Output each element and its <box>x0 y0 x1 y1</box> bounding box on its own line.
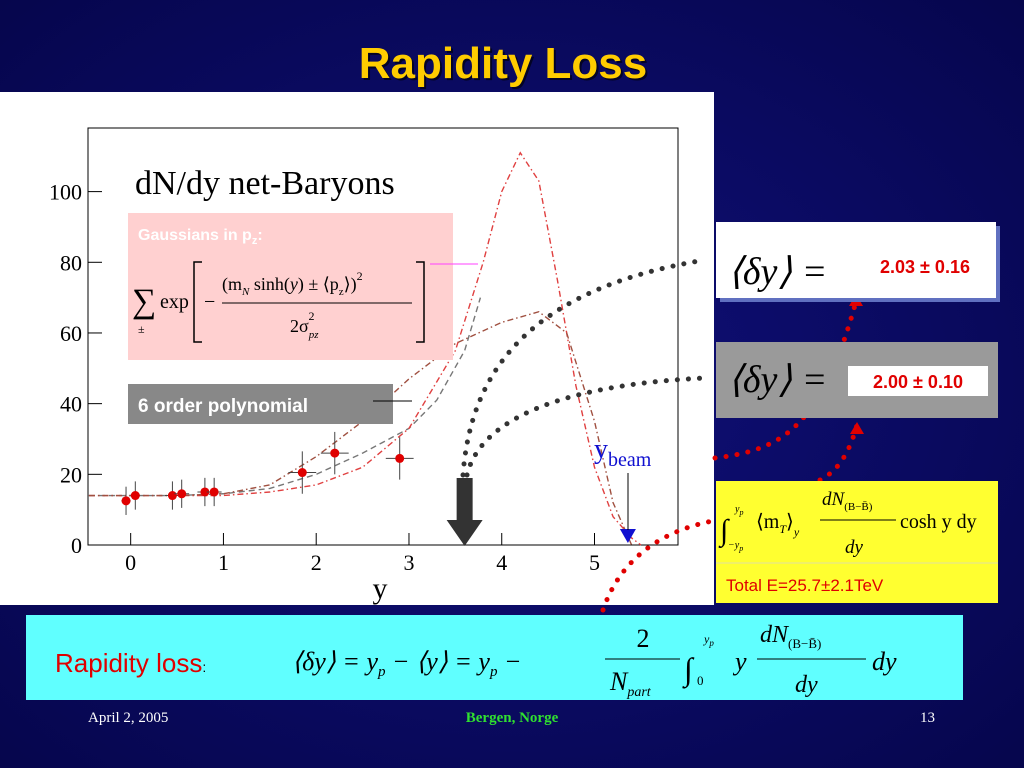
svg-text:dN(B−B̄): dN(B−B̄) <box>822 489 873 513</box>
beam-marker <box>619 529 636 543</box>
svg-text:0: 0 <box>697 673 704 688</box>
connector <box>464 375 708 478</box>
svg-text:2: 2 <box>637 624 650 653</box>
data-point <box>130 491 140 501</box>
svg-text:yp: yp <box>703 632 714 648</box>
y-tick-label: 40 <box>60 392 82 417</box>
svg-text:cosh y dy: cosh y dy <box>900 511 977 533</box>
loss-box <box>26 615 963 700</box>
data-point <box>395 453 405 463</box>
result-value-box <box>852 250 992 282</box>
y-tick-label: 20 <box>60 462 82 487</box>
footer-date: April 2, 2005 <box>88 710 168 726</box>
svg-text:(mN sinh(y) ± ⟨pz⟩)2: (mN sinh(y) ± ⟨pz⟩)2 <box>222 269 363 298</box>
result-value: 2.00 ± 0.10 <box>873 372 963 392</box>
result-value-box <box>848 366 988 396</box>
x-tick-label: 3 <box>403 550 414 575</box>
beam-label: ybeam <box>594 434 652 471</box>
energy-total: Total E=25.7±2.1TeV <box>726 576 884 595</box>
svg-text:y: y <box>732 647 747 676</box>
svg-text:−: − <box>204 291 215 313</box>
svg-text:Npart: Npart <box>609 667 652 700</box>
loss-formula: ⟨δy⟩ = yp − ⟨y⟩ = yp − 2 Npart ∫ yp 0 y … <box>292 622 897 700</box>
x-tick-label: 4 <box>496 550 507 575</box>
y-tick-label: 100 <box>49 180 82 205</box>
title-shadow: Rapidity Loss <box>361 41 650 90</box>
svg-text:∑: ∑ <box>132 283 156 320</box>
curve <box>88 310 633 546</box>
x-axis-label: y <box>373 572 388 605</box>
svg-text:dN(B−B̄): dN(B−B̄) <box>760 622 821 651</box>
gauss-formula: ∑ ± exp − (mN sinh(y) ± ⟨pz⟩)2 2σpz2 <box>132 261 425 343</box>
slide-title: Rapidity Loss <box>359 39 648 88</box>
data-point <box>177 489 187 499</box>
curve <box>88 151 642 546</box>
footer-page: 13 <box>920 710 935 726</box>
y-tick-label: 80 <box>60 250 82 275</box>
svg-text:−yp: −yp <box>728 540 743 553</box>
svg-text:dy: dy <box>872 647 897 676</box>
svg-text:2σpz2: 2σpz2 <box>290 309 319 341</box>
data-point <box>209 487 219 497</box>
svg-text:exp: exp <box>160 291 189 313</box>
data-point <box>200 487 210 497</box>
connector <box>460 257 708 478</box>
connector <box>600 517 721 613</box>
loss-label: Rapidity loss: <box>55 648 206 678</box>
connector <box>712 302 858 461</box>
poly-box <box>128 384 393 424</box>
data-point <box>297 468 307 478</box>
plot-frame <box>87 127 679 546</box>
data-point <box>167 491 177 501</box>
connector <box>817 422 860 483</box>
chart-title: dN/dy net-Baryons <box>135 165 395 202</box>
result-lhs: ⟨δy⟩ = <box>728 251 827 293</box>
energy-box <box>716 481 998 603</box>
plot: dN/dy net-Baryons y 0 1 2 3 4 5 0 20 40 60 80 100 <box>49 127 679 605</box>
svg-text:⟨mT⟩y: ⟨mT⟩y <box>756 511 800 539</box>
data-point <box>121 496 131 506</box>
svg-text:±: ± <box>138 322 145 336</box>
mean-arrow <box>446 478 483 546</box>
footer-place: Bergen, Norge <box>466 710 559 726</box>
x-tick-label: 0 <box>125 550 136 575</box>
x-tick-label: 5 <box>589 550 600 575</box>
x-tick-label: 2 <box>311 550 322 575</box>
svg-text:⟨δy⟩ = yp − ⟨y⟩ = yp −: ⟨δy⟩ = yp − ⟨y⟩ = yp − <box>292 647 522 680</box>
data-point <box>330 448 340 458</box>
result-value: 2.03 ± 0.16 <box>880 257 970 277</box>
result-lhs: ⟨δy⟩ = <box>728 359 827 401</box>
svg-text:dy: dy <box>845 537 864 558</box>
svg-text:∫: ∫ <box>718 514 730 549</box>
y-tick-label: 0 <box>71 533 82 558</box>
y-tick-label: 60 <box>60 321 82 346</box>
svg-text:∫: ∫ <box>682 651 695 689</box>
svg-text:yp: yp <box>734 504 743 517</box>
x-tick-label: 1 <box>218 550 229 575</box>
gauss-label: Gaussians in pz: <box>138 227 263 247</box>
poly-label: 6 order polynomial <box>138 396 308 417</box>
energy-formula: ∫ yp −yp ⟨mT⟩y dN(B−B̄) dy cosh y dy <box>718 489 977 558</box>
svg-text:dy: dy <box>795 672 818 698</box>
gauss-box <box>128 213 453 360</box>
